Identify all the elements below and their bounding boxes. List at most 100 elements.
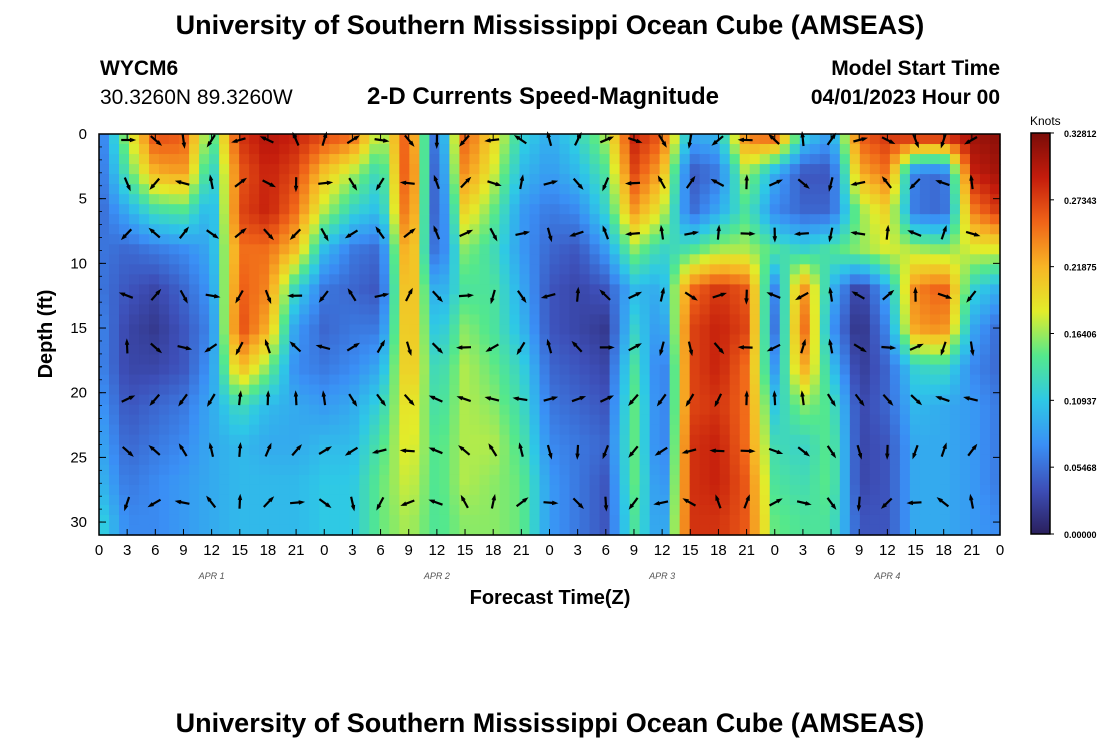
heatmap-cell: [419, 374, 430, 386]
current-vector-arrow: [935, 396, 950, 403]
current-vector-arrow: [772, 390, 777, 406]
current-vector-arrow: [602, 225, 610, 240]
heatmap-cell: [469, 474, 481, 486]
heatmap-cell: [219, 234, 230, 245]
heatmap-cell: [519, 244, 531, 255]
heatmap-cell: [239, 214, 250, 225]
heatmap-cell: [699, 294, 711, 306]
heatmap-cell: [309, 314, 320, 326]
heatmap-cell: [529, 174, 541, 185]
heatmap-cell: [589, 284, 601, 296]
heatmap-cell: [869, 354, 881, 366]
heatmap-cell: [609, 234, 621, 245]
current-vector-arrow: [375, 226, 385, 240]
heatmap-cell: [349, 284, 360, 296]
heatmap-cell: [879, 444, 891, 456]
heatmap-cell: [379, 164, 390, 175]
heatmap-cell: [779, 404, 791, 416]
heatmap-cell: [869, 204, 881, 215]
heatmap-cell: [689, 194, 701, 205]
current-vector-arrow: [657, 175, 666, 189]
heatmap-cell: [729, 154, 741, 165]
current-vector-arrow: [376, 339, 386, 354]
heatmap-cell: [189, 214, 200, 225]
current-vector-arrow: [850, 231, 866, 236]
heatmap-cell: [419, 234, 430, 245]
heatmap-cell: [599, 504, 611, 516]
heatmap-cell: [139, 524, 150, 536]
heatmap-cell: [689, 384, 701, 396]
heatmap-cell: [939, 404, 951, 416]
heatmap-cell: [489, 214, 501, 225]
current-vector-arrow: [969, 341, 975, 357]
heatmap-cell: [539, 374, 551, 386]
heatmap-cell: [329, 314, 340, 326]
heatmap-cell: [949, 294, 961, 306]
heatmap-cell: [189, 194, 200, 205]
heatmap-cell: [209, 404, 220, 416]
heatmap-cell: [349, 344, 360, 356]
heatmap-cell: [189, 454, 200, 466]
current-vector-arrow: [850, 180, 866, 186]
heatmap-cell: [749, 314, 761, 326]
heatmap-cell: [269, 134, 280, 145]
heatmap-cell: [119, 264, 130, 275]
heatmap-cell: [99, 174, 110, 185]
heatmap-cell: [199, 354, 210, 366]
heatmap-cell: [909, 384, 921, 396]
heatmap-cell: [889, 484, 901, 496]
colorbar-tick-label: 0.32812: [1064, 129, 1097, 139]
heatmap-cell: [879, 144, 891, 155]
heatmap-cell: [589, 154, 601, 165]
heatmap-cell: [169, 384, 180, 396]
heatmap-cell: [399, 494, 410, 506]
heatmap-cell: [869, 164, 881, 175]
heatmap-cell: [849, 464, 861, 476]
heatmap-cell: [129, 514, 140, 526]
heatmap-cell: [229, 384, 240, 396]
heatmap-cell: [279, 434, 290, 446]
heatmap-cell: [579, 514, 591, 526]
heatmap-cell: [399, 244, 410, 255]
heatmap-cell: [569, 334, 581, 346]
heatmap-cell: [659, 374, 671, 386]
heatmap-cell: [219, 204, 230, 215]
heatmap-cell: [699, 314, 711, 326]
heatmap-cell: [859, 394, 871, 406]
current-vector-arrow: [710, 178, 725, 187]
heatmap-cell: [179, 504, 190, 516]
heatmap-cell: [289, 314, 300, 326]
heatmap-cell: [759, 384, 771, 396]
heatmap-cell: [339, 194, 350, 205]
current-vector-arrow: [909, 178, 921, 190]
heatmap-cell: [309, 334, 320, 346]
heatmap-cell: [459, 214, 471, 225]
heatmap-cell: [479, 274, 491, 285]
heatmap-cell: [189, 334, 200, 346]
heatmap-cell: [229, 324, 240, 336]
heatmap-cell: [679, 134, 691, 145]
heatmap-cell: [839, 424, 851, 436]
heatmap-cell: [229, 524, 240, 536]
heatmap-cell: [349, 204, 360, 215]
heatmap-cell: [469, 494, 481, 506]
heatmap-cell: [229, 264, 240, 275]
heatmap-cell: [599, 204, 611, 215]
heatmap-cell: [509, 304, 521, 316]
heatmap-cell: [379, 514, 390, 526]
current-vector-arrow: [885, 224, 890, 240]
heatmap-cell: [769, 304, 781, 316]
heatmap-cell: [769, 214, 781, 225]
heatmap-cell: [539, 304, 551, 316]
heatmap-cell: [989, 504, 1001, 516]
heatmap-cell: [919, 234, 931, 245]
heatmap-cell: [599, 354, 611, 366]
heatmap-cell: [129, 344, 140, 356]
heatmap-cell: [399, 414, 410, 426]
heatmap-cell: [639, 344, 651, 356]
heatmap-cell: [779, 434, 791, 446]
heatmap-cell: [779, 264, 791, 275]
heatmap-cell: [379, 334, 390, 346]
heatmap-cell: [859, 454, 871, 466]
heatmap-cell: [439, 334, 450, 346]
